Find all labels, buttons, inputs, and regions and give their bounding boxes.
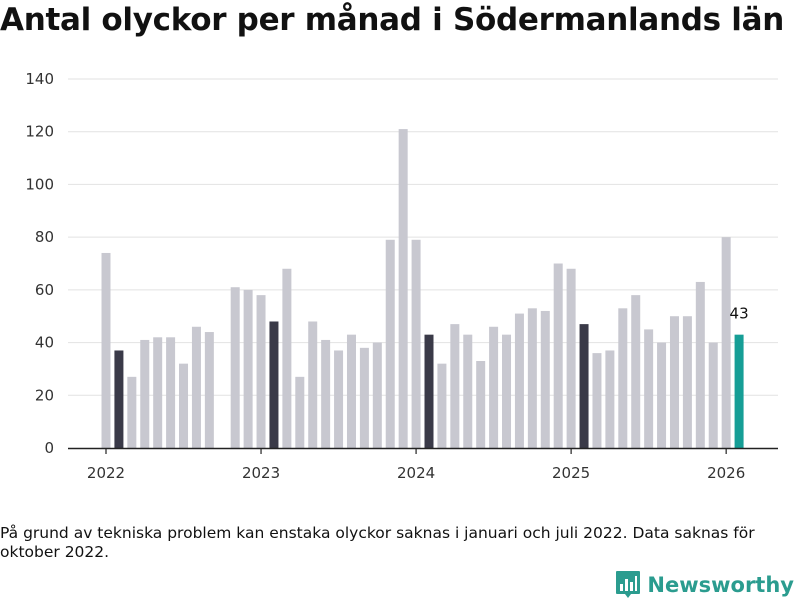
bar-2023-05[interactable] <box>321 339 331 448</box>
bar-2025-05[interactable] <box>631 295 641 448</box>
bar-2025-04[interactable] <box>618 308 628 448</box>
y-tick-label: 20 <box>35 386 54 404</box>
bar-2024-04[interactable] <box>463 334 473 448</box>
bar-2022-02[interactable] <box>127 376 137 448</box>
chart-title: Antal olyckor per månad i Södermanlands … <box>0 2 784 38</box>
bar-2024-12[interactable] <box>566 268 576 448</box>
bar-2023-08[interactable] <box>359 347 369 448</box>
bar-2025-09[interactable] <box>682 316 692 448</box>
bar-2022-01[interactable] <box>114 350 124 448</box>
x-tick-label: 2023 <box>242 464 280 482</box>
y-tick-label: 80 <box>35 228 54 246</box>
bar-2021-12[interactable] <box>101 252 111 448</box>
bar-2024-10[interactable] <box>540 310 550 448</box>
y-axis-labels: 0 20 40 60 80 100 120 140 <box>25 70 54 457</box>
bar-2024-06[interactable] <box>489 326 499 448</box>
footnote: På grund av tekniska problem kan enstaka… <box>0 524 755 561</box>
x-axis-labels: 2022 2023 2024 2025 2026 <box>87 464 745 482</box>
bar-2025-07[interactable] <box>657 342 667 448</box>
bar-2024-11[interactable] <box>553 263 563 449</box>
brand-name: Newsworthy <box>647 573 794 597</box>
bar-2023-07[interactable] <box>346 334 356 448</box>
y-tick-label: 100 <box>25 175 54 193</box>
bar-2023-04[interactable] <box>308 321 318 448</box>
bar-2024-03[interactable] <box>450 324 460 448</box>
bar-2025-01[interactable] <box>579 324 589 448</box>
bar-2025-03[interactable] <box>605 350 615 448</box>
bar-2023-12[interactable] <box>411 239 421 448</box>
x-tick-label: 2026 <box>707 464 745 482</box>
latest-value-label: 43 <box>730 305 749 323</box>
bar-2022-10[interactable] <box>230 287 240 448</box>
bar-2022-08[interactable] <box>204 332 214 448</box>
bar-2022-06[interactable] <box>179 363 189 448</box>
y-tick-label: 0 <box>44 439 54 457</box>
brand-logo[interactable]: Newsworthy <box>615 569 794 601</box>
bar-2024-09[interactable] <box>527 308 537 448</box>
bar-2024-01[interactable] <box>424 334 434 448</box>
y-tick-label: 40 <box>35 334 54 352</box>
bar-2025-12[interactable] <box>721 237 731 448</box>
y-tick-label: 120 <box>25 123 54 141</box>
bar-2023-11[interactable] <box>398 129 408 448</box>
y-tick-label: 60 <box>35 281 54 299</box>
bar-2022-12[interactable] <box>256 295 266 448</box>
x-tick-label: 2022 <box>87 464 125 482</box>
bar-2022-03[interactable] <box>140 339 150 448</box>
bar-2025-10[interactable] <box>695 281 705 448</box>
bar-2026-01[interactable] <box>734 334 744 448</box>
bar-2022-11[interactable] <box>243 289 253 448</box>
bar-2024-05[interactable] <box>476 361 486 448</box>
bar-2023-03[interactable] <box>295 376 305 448</box>
bar-2022-05[interactable] <box>166 337 176 448</box>
bars <box>101 129 744 449</box>
bar-2023-09[interactable] <box>372 342 382 448</box>
y-tick-label: 140 <box>25 70 54 88</box>
bar-2022-07[interactable] <box>191 326 201 448</box>
x-tick-label: 2024 <box>397 464 435 482</box>
bar-2024-08[interactable] <box>514 313 524 448</box>
bar-2025-11[interactable] <box>708 342 718 448</box>
bar-2023-02[interactable] <box>282 268 292 448</box>
bar-2025-08[interactable] <box>669 316 679 448</box>
bar-2023-06[interactable] <box>334 350 344 448</box>
bar-chart-speech-bubble-icon <box>616 571 641 598</box>
annotations: 43 <box>730 305 749 323</box>
bar-2024-02[interactable] <box>437 363 447 448</box>
bar-2025-02[interactable] <box>592 353 602 448</box>
bar-2025-06[interactable] <box>644 329 654 448</box>
bar-2023-01[interactable] <box>269 321 279 448</box>
bar-2024-07[interactable] <box>502 334 512 448</box>
bar-2022-04[interactable] <box>153 337 163 448</box>
x-axis <box>68 447 778 454</box>
x-tick-label: 2025 <box>552 464 590 482</box>
bar-2023-10[interactable] <box>385 239 395 448</box>
